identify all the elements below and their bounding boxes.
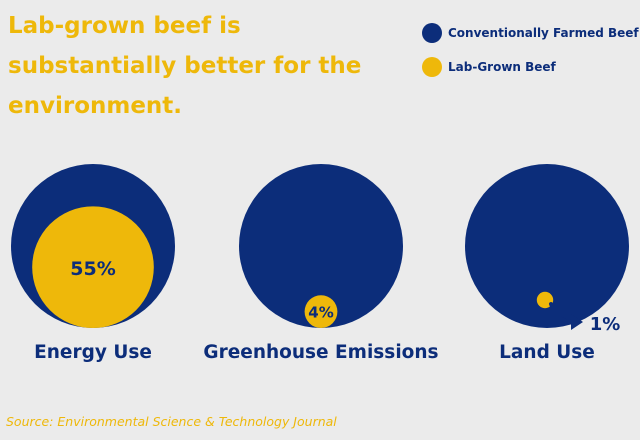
lab-grown-circle-greenhouse-emissions: [304, 295, 338, 328]
legend: Conventionally Farmed Beef Lab-Grown Bee…: [422, 22, 639, 90]
category-label-land-use: Land Use: [499, 342, 595, 363]
legend-label-lab-grown: Lab-Grown Beef: [448, 60, 556, 74]
value-label-land-use: 1%: [590, 314, 621, 335]
legend-label-conventional: Conventionally Farmed Beef: [448, 26, 639, 40]
conventional-circle-greenhouse-emissions: [239, 164, 403, 328]
category-label-energy-use: Energy Use: [34, 342, 152, 363]
legend-swatch-conventional: [422, 23, 442, 43]
legend-item-lab-grown: Lab-Grown Beef: [422, 56, 639, 78]
source-note: Source: Environmental Science & Technolo…: [6, 414, 337, 429]
chart-title: Lab-grown beef is substantially better f…: [8, 13, 362, 119]
lab-grown-circle-energy-use: [32, 206, 154, 328]
value-label-energy-use: 55%: [70, 258, 115, 280]
conventional-circle-land-use: [465, 164, 629, 328]
category-label-greenhouse-emissions: Greenhouse Emissions: [203, 342, 438, 363]
value-label-greenhouse-emissions: 4%: [308, 304, 333, 322]
arrow-icon: [549, 302, 575, 324]
legend-item-conventional: Conventionally Farmed Beef: [422, 22, 639, 44]
arrowhead-icon: [571, 314, 583, 330]
legend-swatch-lab-grown: [422, 57, 442, 77]
